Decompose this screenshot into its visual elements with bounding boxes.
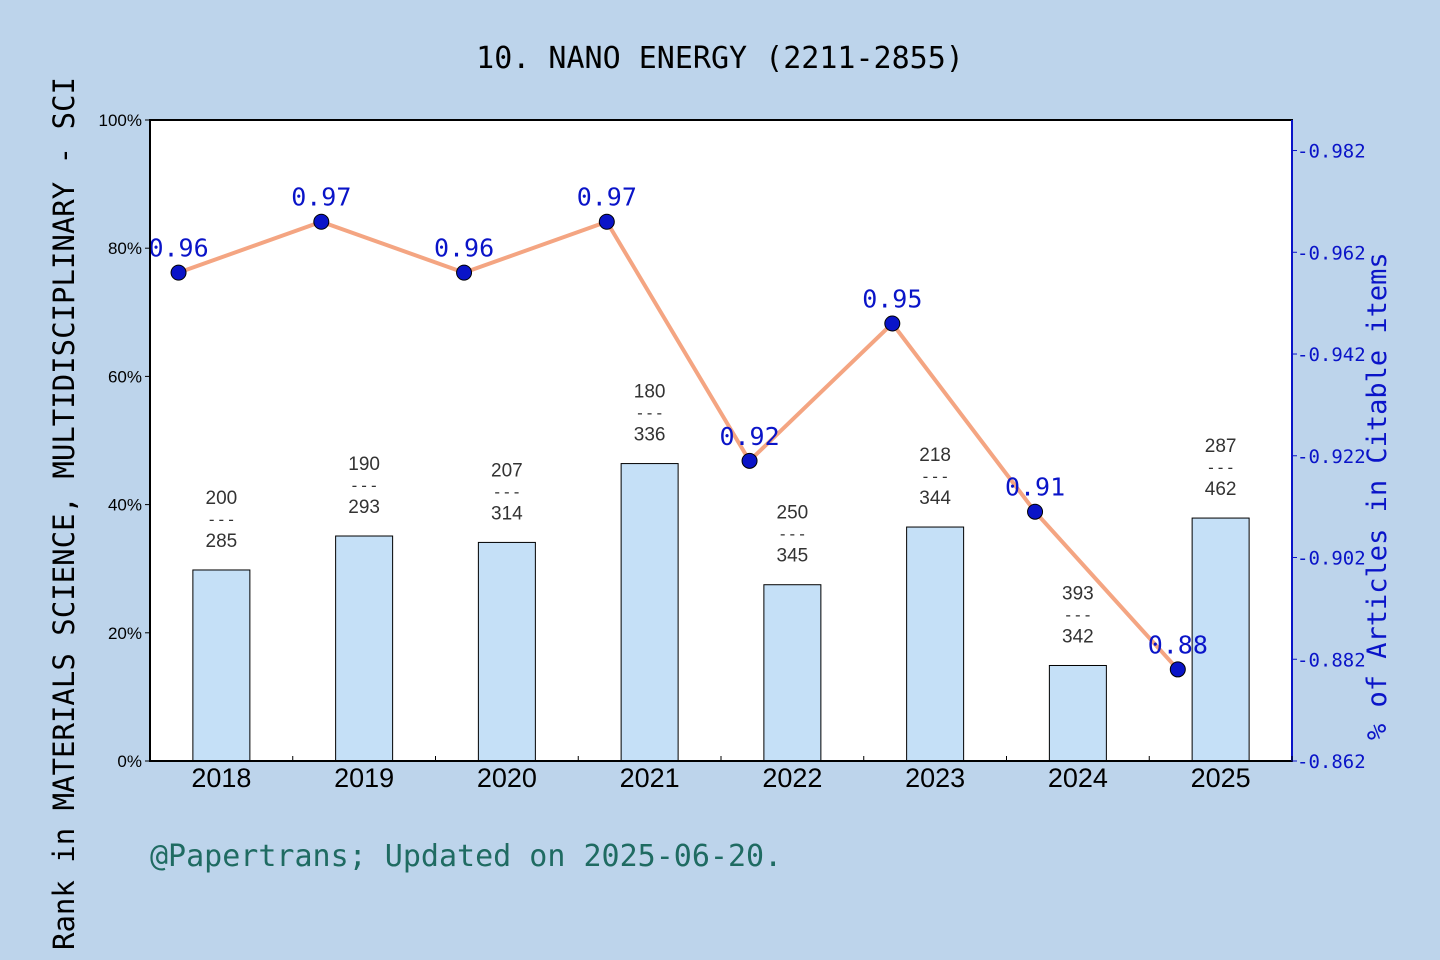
line-point-2019 bbox=[313, 213, 330, 230]
bar-rank-label: 250 bbox=[777, 503, 809, 524]
line-point-2018 bbox=[170, 264, 187, 281]
x-tick-label: 2021 bbox=[620, 763, 680, 793]
y-tick-label: 40% bbox=[108, 496, 142, 515]
y2-axis-label: % of Articles in Citable items bbox=[1362, 252, 1393, 740]
y-tick-label: 100% bbox=[99, 111, 142, 130]
line-value-label: 0.92 bbox=[719, 422, 779, 451]
bar-label-separator: --- bbox=[1206, 458, 1235, 477]
line-series: 0.96 0.97 0.96 0.97 0.92 0.95 0.91 0.88 bbox=[148, 183, 1208, 678]
bar-label-separator: --- bbox=[778, 525, 807, 544]
y2-tick-label: -0.882 bbox=[1297, 649, 1366, 671]
bar-rank-label: 200 bbox=[206, 488, 238, 509]
bar-2024 bbox=[1048, 664, 1107, 762]
bar-label-separator: --- bbox=[207, 510, 236, 529]
line-value-label: 0.97 bbox=[291, 183, 351, 212]
x-tick-label: 2019 bbox=[334, 763, 394, 793]
x-tick-label: 2020 bbox=[477, 763, 537, 793]
x-tick-label: 2025 bbox=[1191, 763, 1251, 793]
bar-2019 bbox=[335, 535, 394, 762]
bar-rank-label: 393 bbox=[1062, 583, 1094, 604]
line-value-label: 0.91 bbox=[1005, 473, 1065, 502]
bar-total-label: 314 bbox=[491, 503, 523, 524]
y-tick-label: 60% bbox=[108, 367, 142, 386]
bar-total-label: 342 bbox=[1062, 626, 1094, 647]
y2-tick-label: -0.922 bbox=[1297, 446, 1366, 468]
bar-rank-label: 218 bbox=[919, 445, 951, 466]
bar-total-label: 293 bbox=[348, 497, 380, 518]
bar-label-separator: --- bbox=[492, 482, 521, 501]
bar-label-separator: --- bbox=[921, 467, 950, 486]
y-tick-label: 80% bbox=[108, 239, 142, 258]
bar-labels: 200---285190---293207---314180---336250-… bbox=[206, 382, 1237, 648]
x-tick-label: 2023 bbox=[905, 763, 965, 793]
bar-total-label: 336 bbox=[634, 425, 666, 446]
y-axis-label: Rank in MATERIALS SCIENCE, MULTIDISCIPLI… bbox=[47, 77, 81, 950]
bar-total-label: 344 bbox=[919, 488, 951, 509]
bar-total-label: 462 bbox=[1205, 479, 1237, 500]
line-point-2023 bbox=[884, 315, 901, 332]
bar-2021 bbox=[620, 463, 679, 762]
y2-tick-label: -0.942 bbox=[1297, 344, 1366, 366]
bar-label-separator: --- bbox=[350, 476, 379, 495]
bar-rank-label: 190 bbox=[348, 454, 380, 475]
line-point-2025 bbox=[1169, 661, 1186, 678]
line-value-label: 0.96 bbox=[434, 234, 494, 263]
y-tick-label: 20% bbox=[108, 624, 142, 643]
line-point-2020 bbox=[456, 264, 473, 281]
line-value-label: 0.88 bbox=[1148, 630, 1208, 659]
x-tick-label: 2018 bbox=[191, 763, 251, 793]
y-axis: 0% 20% 40% 60% 80% 100% bbox=[99, 111, 150, 771]
x-tick-label: 2022 bbox=[762, 763, 822, 793]
y-tick-label: 0% bbox=[117, 752, 142, 771]
line-point-2024 bbox=[1027, 503, 1044, 520]
bar-2025 bbox=[1191, 517, 1250, 762]
y2-tick-label: -0.862 bbox=[1297, 751, 1366, 773]
bar-2023 bbox=[906, 526, 965, 762]
bar-rank-label: 207 bbox=[491, 460, 523, 481]
bar-rank-label: 180 bbox=[634, 382, 666, 403]
bar-label-separator: --- bbox=[635, 404, 664, 423]
line-value-label: 0.96 bbox=[148, 234, 208, 263]
line-value-label: 0.97 bbox=[577, 183, 637, 212]
bar-2022 bbox=[763, 584, 822, 762]
bar-total-label: 285 bbox=[206, 531, 238, 552]
bar-2020 bbox=[477, 541, 536, 762]
x-axis: 2018 2019 2020 2021 2022 2023 2024 2025 bbox=[149, 756, 1293, 793]
y2-tick-label: -0.902 bbox=[1297, 548, 1366, 570]
bar-total-label: 345 bbox=[777, 546, 809, 567]
y2-tick-label: -0.962 bbox=[1297, 242, 1366, 264]
bars bbox=[192, 463, 1250, 762]
chart-title: 10. NANO ENERGY (2211-2855) bbox=[476, 41, 964, 76]
line-value-label: 0.95 bbox=[862, 284, 922, 313]
bar-label-separator: --- bbox=[1063, 605, 1092, 624]
line-point-2022 bbox=[741, 452, 758, 469]
y2-axis: -0.862 -0.882 -0.902 -0.922 -0.942 -0.962 -0.9… bbox=[1292, 141, 1366, 773]
bar-rank-label: 287 bbox=[1205, 436, 1237, 457]
y2-tick-label: -0.982 bbox=[1297, 141, 1366, 163]
x-tick-label: 2024 bbox=[1048, 763, 1108, 793]
bar-2018 bbox=[192, 569, 251, 762]
line-point-2021 bbox=[598, 213, 615, 230]
footer-note: @Papertrans; Updated on 2025-06-20. bbox=[150, 839, 782, 874]
line-path bbox=[177, 219, 1180, 671]
